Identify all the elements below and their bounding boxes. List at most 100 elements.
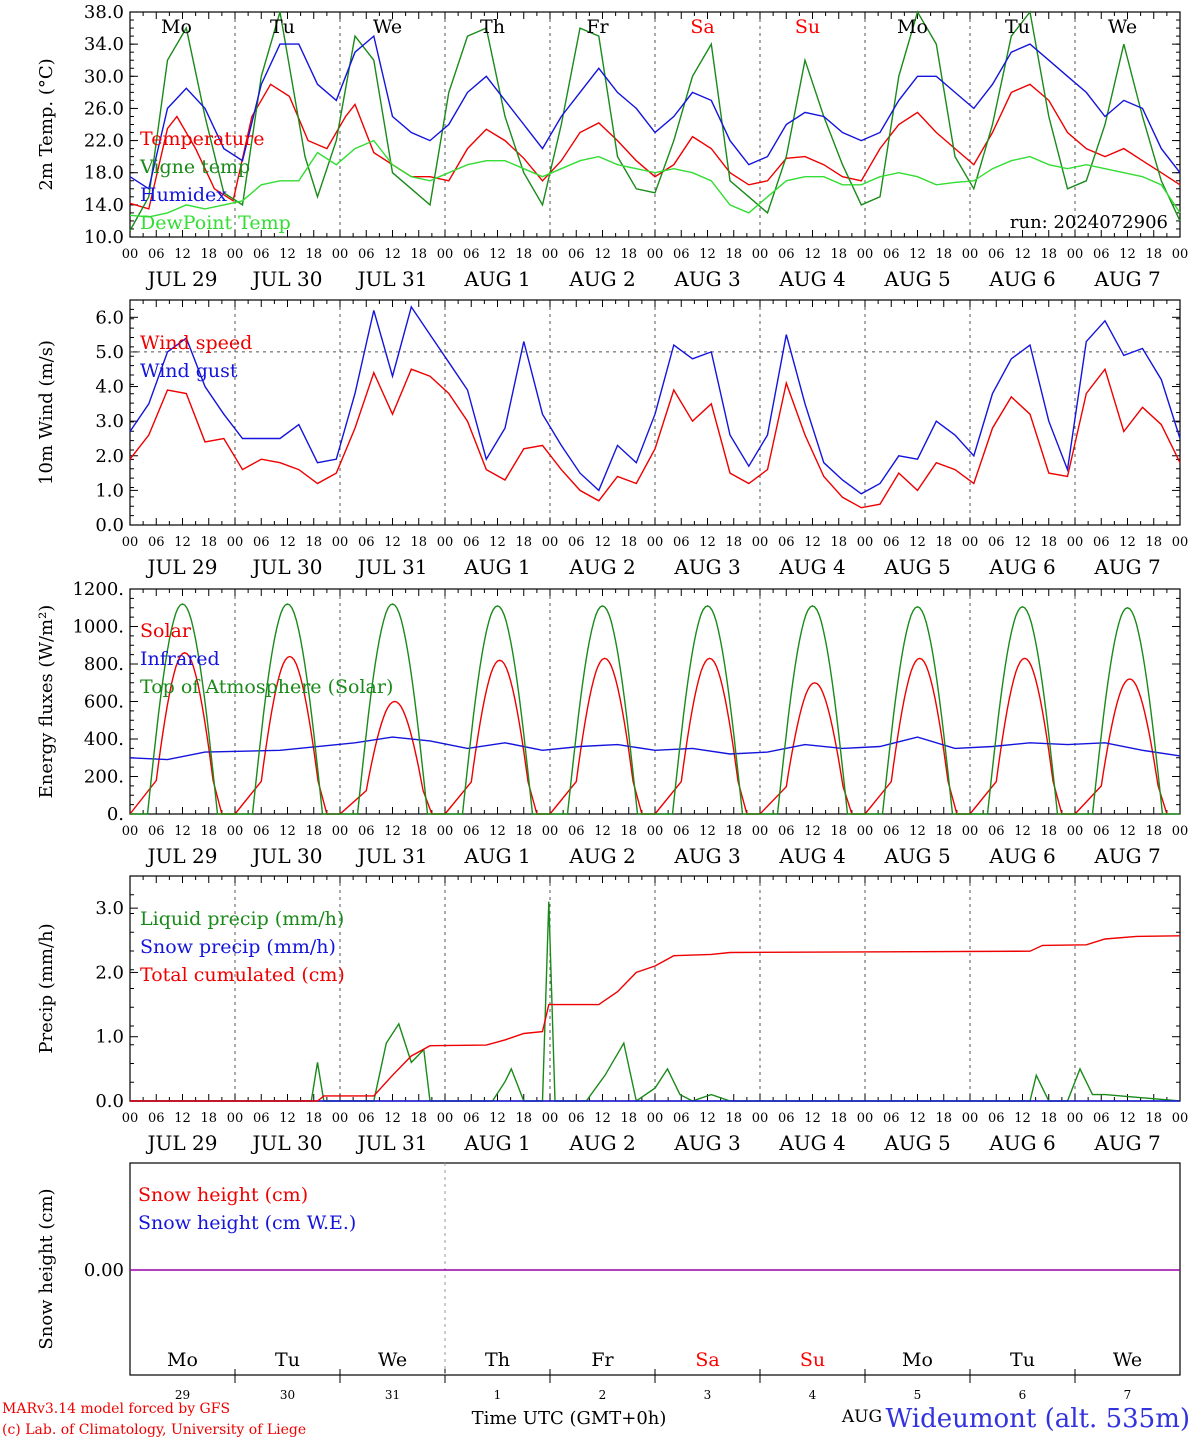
date-label: AUG 1 xyxy=(463,844,530,868)
hour-tick-label: 12 xyxy=(909,1111,926,1126)
hour-tick-label: 18 xyxy=(305,247,322,262)
hour-tick-label: 18 xyxy=(1145,1111,1162,1126)
date-label: AUG 5 xyxy=(883,1131,950,1155)
y-tick-label: 200. xyxy=(84,767,124,788)
day-number: 1 xyxy=(494,1388,502,1402)
hour-tick-label: 06 xyxy=(988,535,1005,550)
hour-tick-label: 00 xyxy=(857,1111,874,1126)
hour-tick-label: 00 xyxy=(647,247,664,262)
date-label: JUL 29 xyxy=(146,1131,218,1155)
hour-tick-label: 12 xyxy=(1119,247,1136,262)
hour-tick-label: 12 xyxy=(594,824,611,839)
hour-tick-label: 00 xyxy=(962,824,979,839)
date-label: AUG 5 xyxy=(883,267,950,291)
date-label: AUG 2 xyxy=(568,1131,635,1155)
hour-tick-label: 18 xyxy=(830,824,847,839)
hour-tick-label: 12 xyxy=(804,824,821,839)
day-name: Tu xyxy=(1005,16,1030,38)
y-tick-label: 5.0 xyxy=(95,342,124,363)
hour-tick-label: 06 xyxy=(568,535,585,550)
y-axis-label: 10m Wind (m/s) xyxy=(36,340,57,485)
hour-tick-label: 00 xyxy=(1067,247,1084,262)
hour-tick-label: 00 xyxy=(542,824,559,839)
day-name: We xyxy=(373,16,402,38)
y-tick-label: 800. xyxy=(84,654,124,675)
hour-tick-label: 18 xyxy=(200,247,217,262)
date-label: AUG 4 xyxy=(778,1131,845,1155)
y-axis-label: 2m Temp. (°C) xyxy=(36,58,57,190)
y-axis-label: Snow height (cm) xyxy=(36,1188,57,1349)
series-lines xyxy=(129,10,1181,1271)
hour-tick-label: 18 xyxy=(1040,247,1057,262)
footer-model-credit: MARv3.14 model forced by GFS xyxy=(2,1401,230,1417)
hour-tick-label: 12 xyxy=(279,535,296,550)
series-line-humidex xyxy=(129,34,1181,190)
hour-tick-label: 00 xyxy=(332,824,349,839)
y-tick-label: 0.0 xyxy=(95,1091,124,1112)
date-label: AUG 3 xyxy=(673,1131,740,1155)
hour-tick-label: 18 xyxy=(200,1111,217,1126)
hour-tick-label: 18 xyxy=(830,535,847,550)
date-label: AUG 6 xyxy=(988,267,1055,291)
hour-tick-label: 06 xyxy=(673,824,690,839)
y-tick-label: 600. xyxy=(84,692,124,713)
station-title: Wideumont (alt. 535m) xyxy=(886,1404,1190,1434)
hour-tick-label: 06 xyxy=(988,247,1005,262)
hour-tick-label: 18 xyxy=(305,1111,322,1126)
hour-tick-label: 06 xyxy=(148,247,165,262)
hour-tick-label: 18 xyxy=(1040,535,1057,550)
y-tick-label: 0.0 xyxy=(95,515,124,536)
hour-tick-label: 00 xyxy=(122,1111,139,1126)
day-name: Sa xyxy=(695,1349,719,1371)
y-tick-label: 38.0 xyxy=(84,2,124,23)
hour-tick-label: 06 xyxy=(673,247,690,262)
hour-tick-label: 06 xyxy=(1093,247,1110,262)
hour-tick-label: 00 xyxy=(332,1111,349,1126)
day-name: Mo xyxy=(161,16,192,38)
hour-tick-label: 00 xyxy=(227,535,244,550)
day-name: We xyxy=(1113,1349,1142,1371)
hour-tick-label: 00 xyxy=(227,1111,244,1126)
hour-tick-label: 18 xyxy=(935,535,952,550)
hour-tick-label: 18 xyxy=(830,1111,847,1126)
hour-tick-label: 00 xyxy=(752,247,769,262)
date-label: AUG 5 xyxy=(883,555,950,579)
day-number: 30 xyxy=(280,1388,295,1402)
hour-tick-label: 12 xyxy=(384,1111,401,1126)
hour-tick-label: 06 xyxy=(463,824,480,839)
hour-tick-label: 12 xyxy=(174,247,191,262)
hour-tick-label: 18 xyxy=(515,535,532,550)
legend-entry: Solar xyxy=(140,620,192,642)
hour-tick-label: 06 xyxy=(883,535,900,550)
hour-tick-label: 12 xyxy=(1119,824,1136,839)
hour-tick-label: 18 xyxy=(410,824,427,839)
hour-tick-label: 18 xyxy=(1145,247,1162,262)
hour-tick-label: 00 xyxy=(542,535,559,550)
hour-tick-label: 00 xyxy=(227,824,244,839)
hour-tick-label: 00 xyxy=(752,535,769,550)
hour-tick-label: 00 xyxy=(857,824,874,839)
hour-tick-label: 12 xyxy=(489,247,506,262)
day-name: We xyxy=(1108,16,1137,38)
date-label: JUL 30 xyxy=(251,267,323,291)
hour-tick-label: 12 xyxy=(174,535,191,550)
day-number: 5 xyxy=(914,1388,922,1402)
date-label: AUG 2 xyxy=(568,844,635,868)
series-line-liquid-precip-mm-h- xyxy=(130,901,1181,1103)
hour-tick-label: 18 xyxy=(515,1111,532,1126)
hour-tick-label: 06 xyxy=(463,535,480,550)
hour-tick-label: 18 xyxy=(410,1111,427,1126)
hour-tick-label: 12 xyxy=(1014,824,1031,839)
hour-tick-label: 12 xyxy=(279,1111,296,1126)
series-line-dewpoint-temp xyxy=(129,139,1181,218)
hour-tick-label: 12 xyxy=(1119,1111,1136,1126)
hour-tick-label: 00 xyxy=(1067,824,1084,839)
date-label: JUL 30 xyxy=(251,1131,323,1155)
legend-entry: Snow height (cm W.E.) xyxy=(138,1212,356,1234)
series-line-top-of-atmosphere-solar- xyxy=(130,603,1180,815)
hour-tick-label: 00 xyxy=(647,535,664,550)
y-tick-label: 2.0 xyxy=(95,446,124,467)
series-line-wind-speed xyxy=(129,367,1181,509)
date-label: AUG 4 xyxy=(778,555,845,579)
hour-tick-label: 12 xyxy=(1014,247,1031,262)
